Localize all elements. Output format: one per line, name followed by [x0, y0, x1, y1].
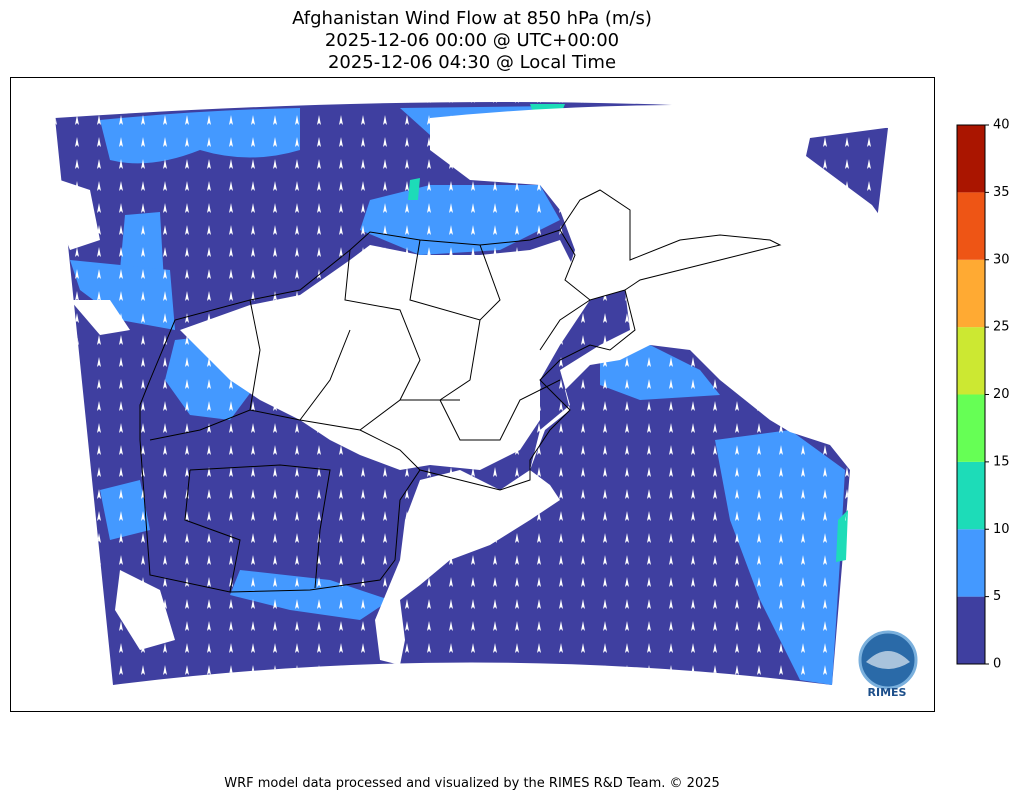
colorbar-tick-label: 0 [993, 657, 1001, 672]
colorbar-bin [957, 125, 985, 193]
colorbar-bin [957, 259, 985, 328]
colorbar-tick-label: 15 [993, 454, 1010, 469]
country-border [559, 189, 782, 291]
colorbar: 0 5 10 15 20 25 30 35 40 [956, 118, 1010, 672]
logo-wave [866, 651, 910, 669]
colorbar-bin [957, 461, 985, 530]
footer: WRF model data processed and visualized … [224, 776, 720, 791]
title-line: 2025-12-06 04:30 @ Local Time [328, 52, 616, 73]
logo: RIMES [858, 630, 918, 699]
colorbar-tick-label: 20 [993, 387, 1010, 402]
masked-terrain [58, 100, 900, 665]
colorbar-tick-label: 40 [993, 118, 1010, 133]
province-border [149, 239, 591, 593]
colorbar-bin [957, 394, 985, 462]
colorbar-tick-label: 25 [993, 320, 1010, 335]
colorbar-bin [957, 529, 985, 597]
country-border [139, 229, 636, 593]
map [55, 100, 900, 685]
title-line: Afghanistan Wind Flow at 850 hPa (m/s) [292, 8, 652, 29]
colorbar-bin [957, 327, 985, 395]
logo-text: RIMES [868, 686, 907, 699]
colorbar-tick-label: 5 [993, 589, 1001, 604]
title-line: 2025-12-06 00:00 @ UTC+00:00 [325, 30, 619, 51]
colorbar-tick-label: 35 [993, 185, 1010, 200]
colorbar-bin [957, 192, 985, 260]
colorbar-tick-label: 30 [993, 252, 1010, 267]
colorbar-bin [957, 596, 985, 664]
colorbar-tick-label: 10 [993, 522, 1010, 537]
